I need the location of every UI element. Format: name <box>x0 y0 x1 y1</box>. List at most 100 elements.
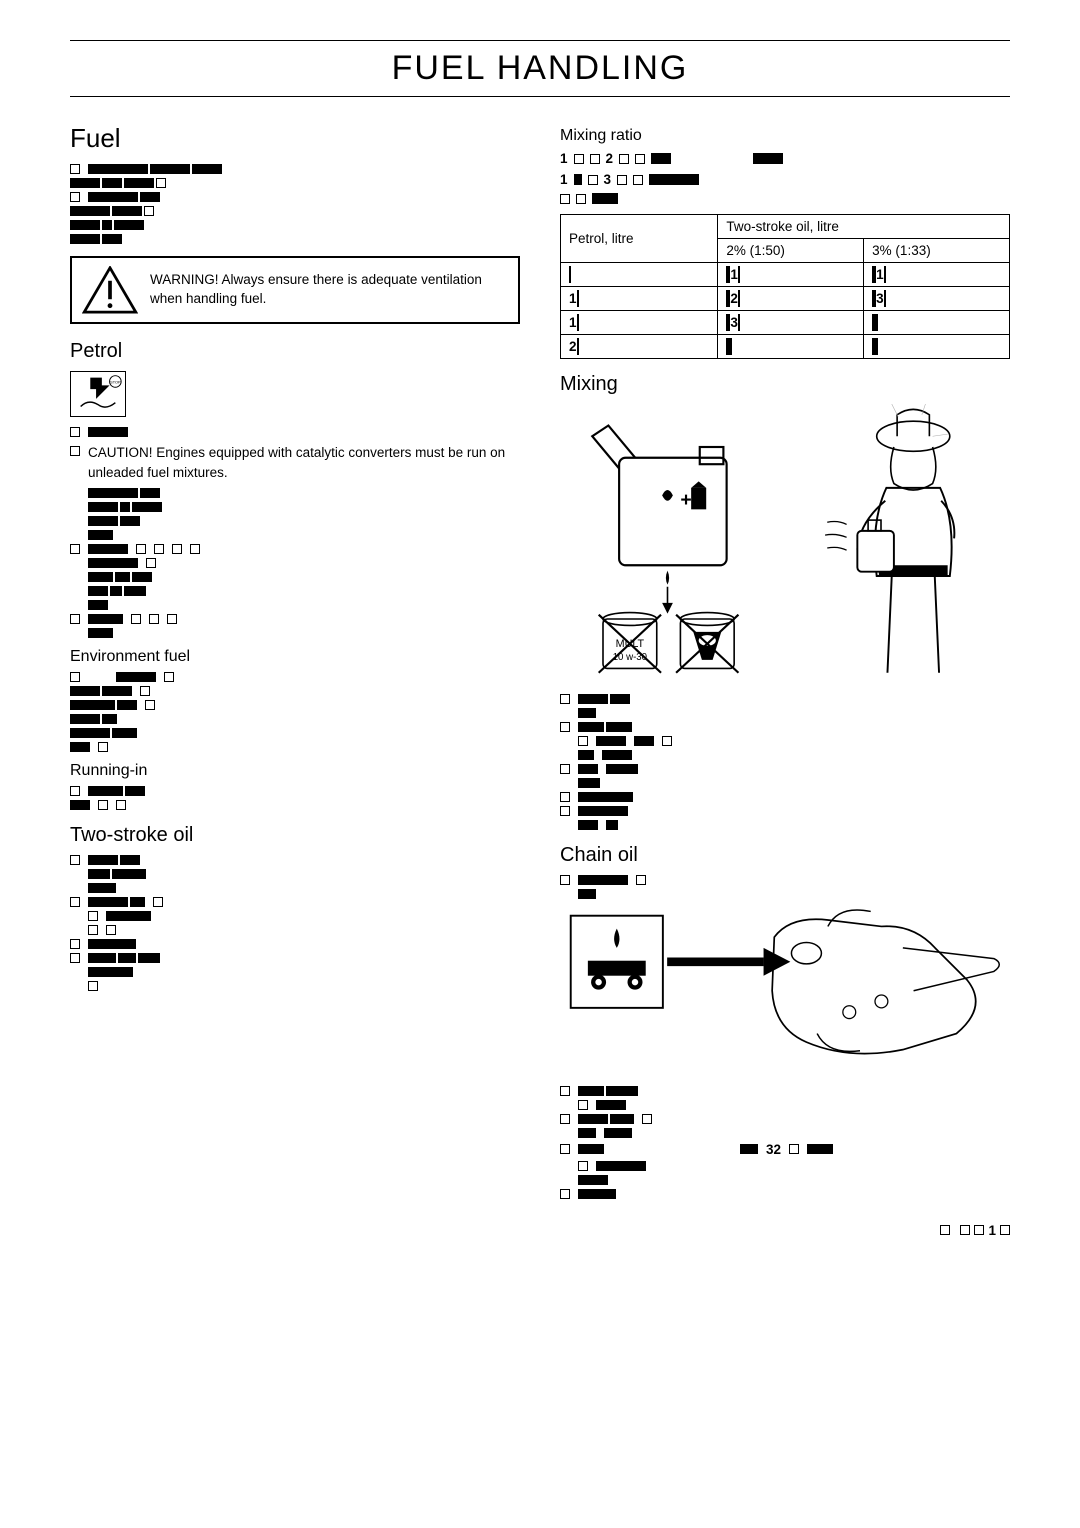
cell-val: 1 <box>569 291 577 306</box>
redacted-line <box>88 883 520 893</box>
footer-square-icon <box>960 1225 970 1235</box>
page-footer: 1 <box>70 1223 1010 1238</box>
cell-val: 3 <box>730 315 738 330</box>
th-petrol: Petrol, litre <box>561 215 718 263</box>
redacted-line <box>578 778 1010 788</box>
redacted-line <box>70 728 520 738</box>
two-bullet-3 <box>70 939 520 949</box>
cell-val: 1 <box>730 267 738 282</box>
redacted-line <box>578 1128 1010 1138</box>
mix-step <box>560 792 1010 802</box>
redacted-line <box>88 516 520 526</box>
redacted-line <box>578 820 1010 830</box>
table-header-row: Petrol, litre Two-stroke oil, litre <box>561 215 1010 239</box>
two-bullet-1 <box>70 855 520 865</box>
redacted-line <box>88 869 520 879</box>
footer-square-icon <box>940 1225 950 1235</box>
mixing-illustration: + MULT 10 w-30 <box>560 404 1010 684</box>
mix-step <box>560 722 1010 732</box>
warning-text: WARNING! Always ensure there is adequate… <box>150 271 508 309</box>
chain-step-32: 32 <box>560 1142 1010 1157</box>
redacted-line <box>88 981 520 991</box>
cell-val: 2 <box>730 291 738 306</box>
redacted-line <box>578 1100 1010 1110</box>
redacted-line <box>88 600 520 610</box>
redacted-line <box>578 1175 1010 1185</box>
redacted-line <box>70 786 520 796</box>
redacted-line <box>88 628 520 638</box>
table-row: 1 2 3 <box>561 287 1010 311</box>
footer-square-icon <box>974 1225 984 1235</box>
ratio-line-1: 1 2 <box>560 151 1010 166</box>
th-2pct: 2% (1:50) <box>718 239 864 263</box>
left-column: Fuel WARNING! Always ensure there is ade… <box>70 117 520 1203</box>
ratio-2-num: 1 <box>560 172 568 187</box>
svg-text:STOP: STOP <box>110 380 121 384</box>
chain-step <box>560 1086 1010 1096</box>
ratio-line-2b <box>560 193 1010 204</box>
two-bullet-4 <box>70 953 520 963</box>
redacted-line <box>70 714 520 724</box>
redacted-line <box>578 750 1010 760</box>
redacted-line <box>578 708 1010 718</box>
redacted-line <box>578 889 1010 899</box>
fuel-line <box>70 178 520 188</box>
two-bullet-2 <box>70 897 520 907</box>
redacted-line <box>88 502 520 512</box>
mixing-can-icon: + MULT 10 w-30 <box>560 404 775 684</box>
right-column: Mixing ratio 1 2 1 3 Petrol, litre Two-s… <box>560 117 1010 1203</box>
caution-text: CAUTION! Engines equipped with catalytic… <box>88 443 520 482</box>
redacted-line <box>70 686 520 696</box>
petrol-bullet-2 <box>70 544 520 554</box>
page-title: FUEL HANDLING <box>70 45 1010 97</box>
redacted-line <box>88 967 520 977</box>
ratio-2-num2: 3 <box>604 172 612 187</box>
page-number: 1 <box>988 1223 996 1238</box>
fuel-line <box>70 220 520 230</box>
redacted-line <box>70 800 520 810</box>
mix-step <box>560 806 1010 816</box>
running-in-heading: Running-in <box>70 762 520 780</box>
chain-step <box>560 1189 1010 1199</box>
table-row: 1 3 <box>561 311 1010 335</box>
redacted-line <box>88 925 520 935</box>
cell-val: 3 <box>876 291 884 306</box>
redacted-text <box>88 164 222 174</box>
petrol-stop-icon: STOP <box>70 371 126 417</box>
environment-fuel-heading: Environment fuel <box>70 648 520 666</box>
redacted-line <box>88 586 520 596</box>
fuel-bullet-1 <box>70 164 520 174</box>
value-32: 32 <box>766 1142 781 1157</box>
petrol-heading: Petrol <box>70 340 520 363</box>
petrol-bullet <box>70 427 520 437</box>
mixing-table: Petrol, litre Two-stroke oil, litre 2% (… <box>560 214 1010 359</box>
th-oil: Two-stroke oil, litre <box>718 215 1010 239</box>
chain-step <box>560 1114 1010 1124</box>
worker-shaking-icon <box>795 404 1010 684</box>
cell-val: 2 <box>569 339 577 354</box>
footer-square-icon <box>1000 1225 1010 1235</box>
warning-triangle-icon <box>82 266 138 314</box>
two-stroke-heading: Two-stroke oil <box>70 824 520 847</box>
redacted-line <box>70 742 520 752</box>
table-row: 1 1 <box>561 263 1010 287</box>
ratio-1-num: 1 <box>560 151 568 166</box>
chain-bullet <box>560 875 1010 885</box>
mixing-heading: Mixing <box>560 373 1010 396</box>
cell-val: 1 <box>569 315 577 330</box>
svg-text:+: + <box>680 489 691 511</box>
chainsaw-illustration <box>560 905 1010 1076</box>
table-row: 2 <box>561 335 1010 359</box>
redacted-line <box>88 558 520 568</box>
square-bullet-icon <box>70 446 80 456</box>
cell-val: 1 <box>876 267 884 282</box>
fuel-line <box>70 234 520 244</box>
redacted-line <box>578 736 1010 746</box>
mix-step <box>560 764 1010 774</box>
env-bullet <box>70 672 520 682</box>
redacted-line <box>70 700 520 710</box>
warning-box: WARNING! Always ensure there is adequate… <box>70 256 520 324</box>
fuel-heading: Fuel <box>70 123 520 154</box>
fuel-line <box>70 206 520 216</box>
fuel-line <box>70 192 520 202</box>
